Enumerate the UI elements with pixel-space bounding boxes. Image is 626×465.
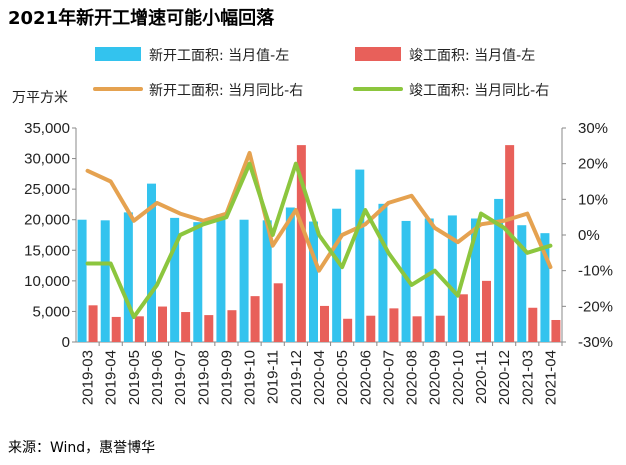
bar-new-start bbox=[285, 207, 295, 342]
legend-swatch bbox=[95, 47, 141, 61]
y-tick-left-label: 15,000 bbox=[24, 242, 70, 259]
bars bbox=[77, 145, 561, 342]
bar-completion bbox=[505, 145, 515, 342]
bar-completion bbox=[458, 294, 468, 342]
bar-completion bbox=[389, 308, 399, 342]
lines bbox=[85, 150, 553, 320]
x-tick-label: 2019-03 bbox=[80, 350, 97, 405]
y-tick-left-label: 20,000 bbox=[24, 212, 70, 229]
bar-completion bbox=[320, 305, 329, 342]
bar-new-start bbox=[239, 219, 249, 342]
x-tick-label: 2019-11 bbox=[265, 350, 282, 404]
bar-new-start bbox=[77, 219, 87, 342]
y-tick-right-label: -20% bbox=[578, 298, 613, 315]
bar-completion bbox=[111, 316, 121, 342]
y-tick-right-label: -10% bbox=[578, 263, 613, 280]
y-tick-right-label: 30% bbox=[578, 120, 608, 137]
bar-completion bbox=[296, 145, 306, 342]
legend-label: 新开工面积: 当月值-左 bbox=[149, 48, 289, 64]
x-tick-label: 2021-03 bbox=[519, 350, 536, 405]
bar-completion bbox=[204, 315, 214, 342]
bar-completion bbox=[412, 316, 422, 342]
y-tick-left-label: 10,000 bbox=[24, 273, 70, 290]
x-tick-label: 2020-06 bbox=[357, 350, 374, 405]
x-tick-label: 2019-09 bbox=[218, 350, 235, 405]
y-tick-right-label: 20% bbox=[578, 156, 608, 173]
bar-new-start bbox=[123, 212, 133, 342]
bar-new-start bbox=[193, 222, 203, 342]
legend-label: 新开工面积: 当月同比-右 bbox=[149, 83, 303, 99]
bar-completion bbox=[551, 319, 561, 342]
x-tick-label: 2020-04 bbox=[311, 350, 328, 405]
bar-new-start bbox=[471, 218, 480, 342]
y-tick-left-label: 0 bbox=[62, 334, 70, 351]
bar-new-start bbox=[355, 169, 365, 342]
bar-completion bbox=[482, 280, 491, 342]
bar-new-start bbox=[216, 214, 226, 342]
bar-new-start bbox=[262, 220, 272, 342]
bar-completion bbox=[273, 283, 283, 342]
bar-new-start bbox=[100, 220, 110, 342]
source-note: 来源：Wind，惠誉博华 bbox=[8, 440, 156, 456]
x-tick-label: 2020-05 bbox=[334, 350, 351, 405]
x-tick-label: 2020-10 bbox=[450, 350, 467, 405]
bar-new-start bbox=[517, 225, 527, 342]
bar-new-start bbox=[401, 220, 411, 342]
y-tick-right-label: 0% bbox=[578, 227, 600, 244]
bar-new-start bbox=[540, 233, 550, 342]
bar-new-start bbox=[332, 208, 342, 342]
y-axis-left-unit: 万平方米 bbox=[12, 90, 68, 106]
x-tick-label: 2019-04 bbox=[103, 350, 120, 405]
y-tick-right-label: -30% bbox=[578, 334, 613, 351]
bar-completion bbox=[528, 307, 538, 342]
x-tick-label: 2020-11 bbox=[473, 350, 490, 404]
bar-completion bbox=[181, 312, 191, 342]
x-tick-label: 2019-07 bbox=[172, 350, 189, 405]
bar-new-start bbox=[170, 217, 180, 342]
y-tick-left-label: 35,000 bbox=[24, 120, 70, 137]
axes: 0 5,000 10,000 15,000 20,000 25,000 30,000 35,0… bbox=[24, 120, 613, 405]
x-tick-label: 2021-04 bbox=[542, 350, 559, 405]
line-new-start-yoy bbox=[85, 150, 553, 273]
bar-completion bbox=[134, 316, 144, 342]
bar-completion bbox=[343, 318, 353, 342]
bar-completion bbox=[88, 305, 98, 342]
x-tick-label: 2020-08 bbox=[404, 350, 421, 405]
bar-completion bbox=[227, 310, 237, 342]
chart-title: 2021年新开工增速可能小幅回落 bbox=[8, 8, 275, 29]
bar-completion bbox=[366, 315, 376, 342]
y-tick-left-label: 5,000 bbox=[32, 303, 70, 320]
legend-label: 竣工面积: 当月值-左 bbox=[409, 48, 535, 64]
bar-completion bbox=[250, 296, 260, 342]
bar-new-start bbox=[494, 198, 504, 342]
x-tick-label: 2020-07 bbox=[380, 350, 397, 405]
x-tick-label: 2020-09 bbox=[427, 350, 444, 405]
x-tick-label: 2019-08 bbox=[195, 350, 212, 405]
y-tick-right-label: 10% bbox=[578, 191, 608, 208]
bar-new-start bbox=[447, 215, 457, 342]
line-completion-yoy bbox=[85, 161, 553, 320]
x-tick-label: 2019-12 bbox=[288, 350, 305, 405]
y-tick-left-label: 30,000 bbox=[24, 151, 70, 168]
bar-new-start bbox=[424, 218, 434, 342]
x-tick-label: 2019-10 bbox=[242, 350, 259, 405]
x-tick-label: 2019-05 bbox=[126, 350, 143, 405]
bar-new-start bbox=[378, 203, 388, 342]
bar-new-start bbox=[309, 221, 318, 342]
bar-new-start bbox=[147, 183, 156, 342]
x-tick-label: 2019-06 bbox=[149, 350, 166, 405]
legend-label: 竣工面积: 当月同比-右 bbox=[409, 83, 549, 99]
bar-completion bbox=[158, 306, 167, 342]
bar-completion bbox=[435, 315, 445, 342]
legend-swatch bbox=[355, 47, 401, 61]
x-tick-label: 2020-12 bbox=[496, 350, 513, 405]
y-tick-left-label: 25,000 bbox=[24, 181, 70, 198]
